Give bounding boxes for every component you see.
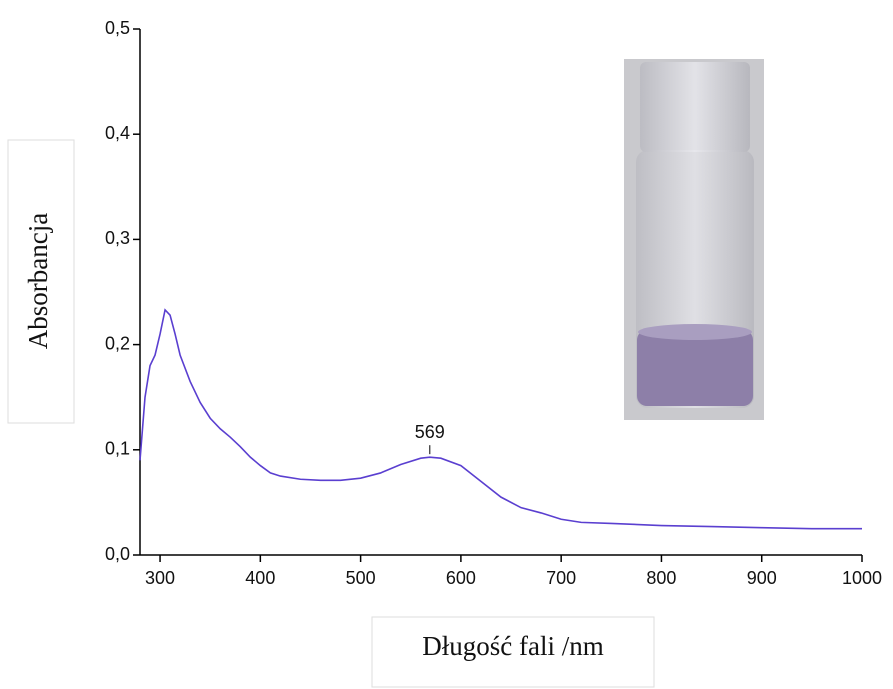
y-axis-label: Absorbancja: [23, 213, 53, 349]
x-tick-label: 800: [646, 568, 676, 588]
y-tick-label: 0,4: [105, 123, 130, 143]
x-tick-label: 500: [346, 568, 376, 588]
x-tick-label: 300: [145, 568, 175, 588]
inset-photo: [624, 59, 764, 420]
x-tick-label: 600: [446, 568, 476, 588]
x-tick-label: 700: [546, 568, 576, 588]
annotation: 569: [415, 422, 445, 442]
y-label-box: [7, 139, 75, 424]
y-tick-label: 0,3: [105, 228, 130, 248]
x-tick-label: 900: [747, 568, 777, 588]
x-axis-label: Długość fali /nm: [422, 631, 603, 661]
data-line: [139, 308, 862, 530]
x-tick-label: 400: [245, 568, 275, 588]
y-tick-label: 0,5: [105, 18, 130, 38]
x-label-box: [371, 616, 655, 688]
y-tick-label: 0,1: [105, 439, 130, 459]
y-tick-label: 0,0: [105, 544, 130, 564]
x-tick-label: 1000: [842, 568, 882, 588]
y-tick-label: 0,2: [105, 333, 130, 353]
